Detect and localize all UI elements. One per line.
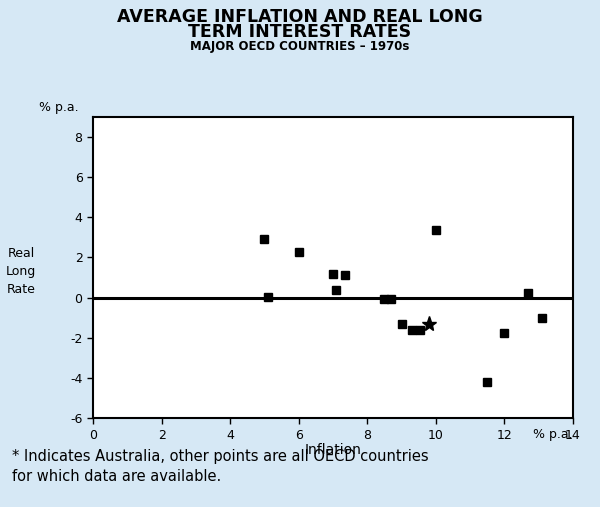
Text: AVERAGE INFLATION AND REAL LONG: AVERAGE INFLATION AND REAL LONG [117,8,483,26]
Text: * Indicates Australia, other points are all OECD countries: * Indicates Australia, other points are … [12,449,428,464]
Text: Real
Long
Rate: Real Long Rate [6,247,36,296]
Text: for which data are available.: for which data are available. [12,469,221,484]
X-axis label: Inflation: Inflation [305,443,361,457]
Text: TERM INTEREST RATES: TERM INTEREST RATES [188,23,412,41]
Text: MAJOR OECD COUNTRIES – 1970s: MAJOR OECD COUNTRIES – 1970s [190,40,410,53]
Text: % p.a.: % p.a. [533,428,573,442]
Text: % p.a.: % p.a. [39,101,79,114]
